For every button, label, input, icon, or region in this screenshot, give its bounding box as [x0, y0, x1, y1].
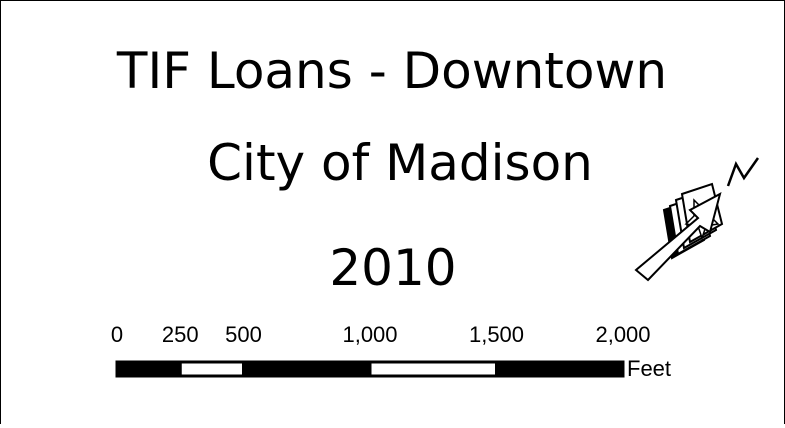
title-line: City of Madison: [207, 134, 593, 192]
title-line: 2010: [329, 239, 456, 297]
map-frame: TIF Loans - Downtown City of Madison 201…: [0, 0, 785, 424]
scale-tick-label: 1,000: [342, 322, 397, 347]
scale-tick-label: 2,000: [595, 322, 650, 347]
scale-tick-label: 250: [162, 322, 199, 347]
title-line: TIF Loans - Downtown: [116, 42, 667, 100]
scale-tick-label: 500: [225, 322, 262, 347]
scale-segment: [497, 362, 624, 376]
scale-tick-label: 1,500: [469, 322, 524, 347]
scale-segment: [370, 362, 497, 376]
scale-segment: [244, 362, 371, 376]
scale-segment: [180, 362, 243, 376]
page: TIF Loans - Downtown City of Madison 201…: [0, 0, 785, 428]
scale-segment: [117, 362, 180, 376]
scale-unit: Feet: [627, 356, 671, 381]
scale-tick-label: 0: [111, 322, 123, 347]
